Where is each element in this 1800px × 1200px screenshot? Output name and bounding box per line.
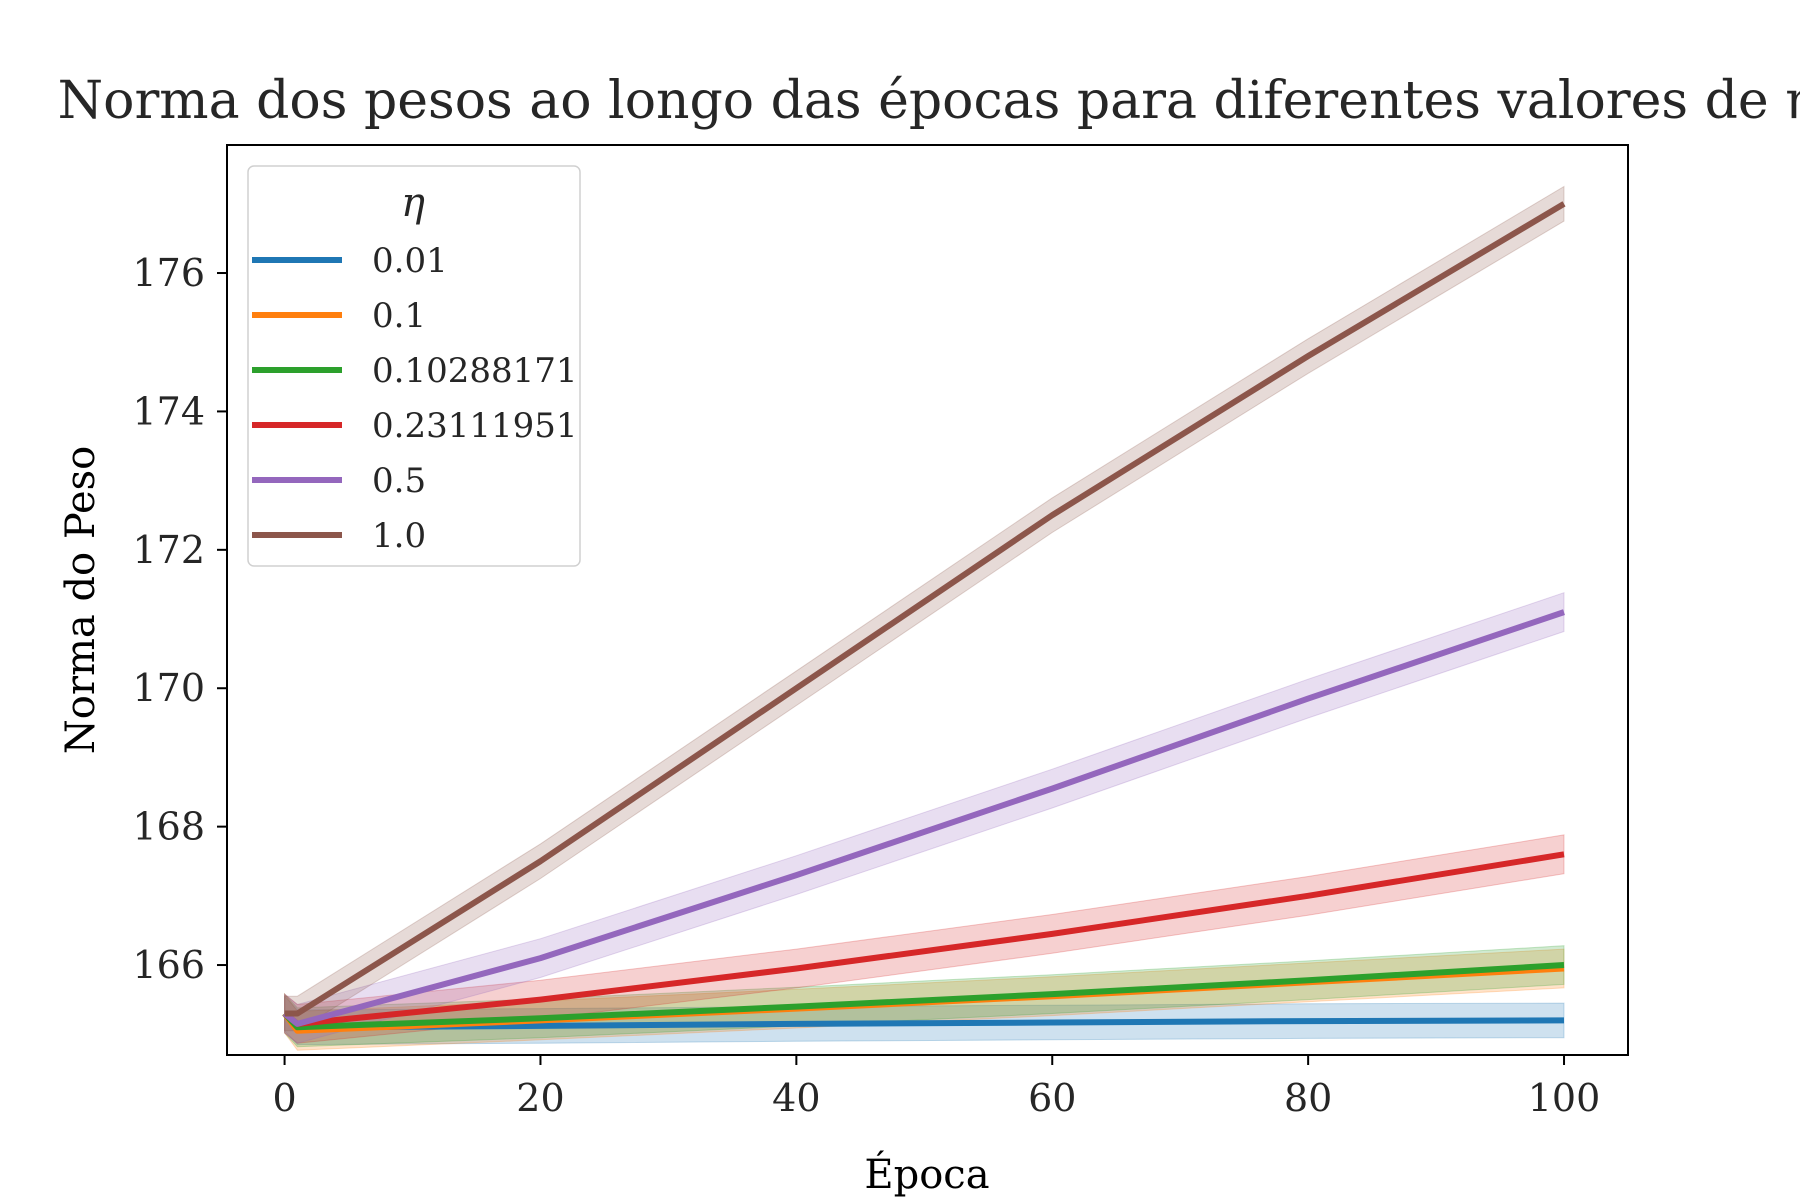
legend-box (247, 165, 581, 567)
series-line-0-5 (282, 609, 1565, 1027)
x-tick-label: 20 (516, 1076, 564, 1120)
band-0-10288171 (284, 945, 1565, 1048)
legend: η 0.01 0.1 0.10288171 0.23111951 0.5 1.0 (247, 165, 581, 567)
series-line-0-10288171 (282, 962, 1565, 1031)
x-tick-label: 0 (272, 1076, 296, 1120)
legend-label-0-01: 0.01 (372, 241, 448, 281)
legend-label-0-23111951: 0.23111951 (372, 406, 578, 446)
y-tick-label: 168 (132, 805, 205, 849)
legend-label-0-10288171: 0.10288171 (372, 351, 578, 391)
chart-title: Norma dos pesos ao longo das épocas para… (58, 71, 1800, 131)
x-tick-label: 80 (1284, 1076, 1332, 1120)
legend-label-1-0: 1.0 (372, 516, 426, 556)
x-axis-ticks: 0 20 40 60 80 100 (272, 1055, 1600, 1120)
x-axis-label: Época (864, 1151, 989, 1198)
y-tick-label: 176 (132, 251, 205, 295)
x-tick-label: 60 (1028, 1076, 1076, 1120)
legend-label-0-5: 0.5 (372, 461, 426, 501)
plot-area-frame (226, 144, 1629, 1056)
x-tick-label: 40 (772, 1076, 820, 1120)
legend-label-0-1: 0.1 (372, 296, 426, 336)
series-lines (282, 201, 1566, 1034)
legend-title: η (401, 180, 425, 226)
y-tick-label: 166 (132, 943, 205, 987)
series-line-1-0 (284, 201, 1566, 1017)
x-tick-label: 100 (1528, 1076, 1601, 1120)
y-tick-label: 172 (132, 528, 205, 572)
y-tick-label: 174 (132, 389, 205, 433)
legend-items: 0.01 0.1 0.10288171 0.23111951 0.5 1.0 (252, 241, 578, 556)
y-axis-ticks: 166 168 170 172 174 176 (132, 251, 227, 987)
y-tick-label: 170 (132, 666, 205, 710)
y-axis-label: Norma do Peso (58, 446, 104, 755)
